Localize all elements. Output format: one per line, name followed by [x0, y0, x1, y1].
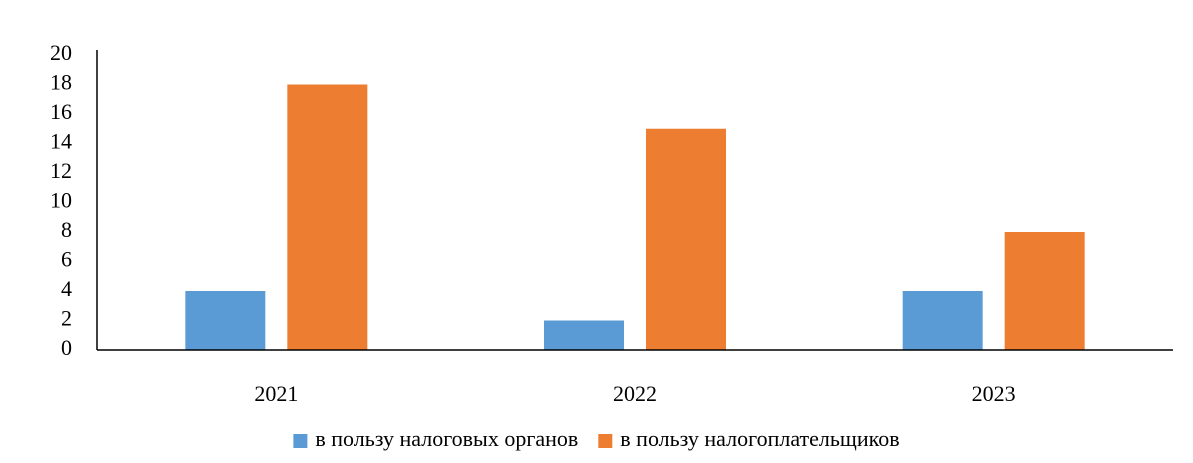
- y-tick-label: 10: [50, 188, 72, 213]
- y-tick-label: 18: [50, 70, 72, 95]
- bar: [544, 320, 624, 350]
- y-tick-label: 14: [50, 129, 72, 154]
- x-tick-label: 2023: [972, 381, 1016, 406]
- y-tick-label: 2: [61, 306, 72, 331]
- x-tick-label: 2022: [613, 381, 657, 406]
- y-tick-label: 6: [61, 247, 72, 272]
- y-tick-label: 20: [50, 40, 72, 65]
- x-tick-label: 2021: [254, 381, 298, 406]
- legend-label: в пользу налогоплательщиков: [620, 426, 899, 451]
- bar: [1004, 232, 1085, 350]
- y-tick-label: 0: [61, 335, 72, 360]
- bar: [185, 291, 266, 350]
- y-tick-label: 4: [61, 276, 72, 301]
- y-tick-label: 12: [50, 158, 72, 183]
- y-tick-label: 8: [61, 217, 72, 242]
- legend-swatch: [598, 434, 613, 448]
- legend-label: в пользу налоговых органов: [315, 426, 578, 451]
- bar: [902, 291, 983, 350]
- bar: [287, 84, 368, 350]
- legend-swatch: [293, 434, 308, 448]
- y-tick-label: 16: [50, 99, 72, 124]
- bar: [646, 128, 726, 350]
